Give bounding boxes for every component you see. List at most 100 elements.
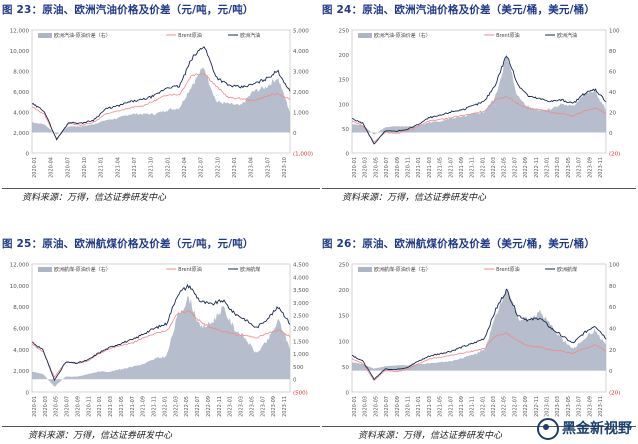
x-tick-label: 2023-11: [598, 157, 604, 178]
y-right-tick-label: 4,000: [293, 275, 309, 281]
panel-jetfuel-usd: 图 26：原油、欧洲航煤价格及价差（美元/桶，美元/桶） 0 50 100 150 20…: [322, 236, 636, 442]
source-divider: [2, 426, 320, 427]
y-left-tick-label: 100: [339, 339, 350, 345]
x-tick-label: 2022-05: [502, 157, 508, 178]
y-left-tick-label: 250: [339, 29, 350, 35]
source-divider: [2, 188, 320, 189]
x-tick-label: 2021-07: [448, 396, 454, 417]
y-left-tick-label: 50: [342, 127, 349, 133]
x-tick-label: 2020-07: [384, 157, 390, 178]
x-tick-label: 2020-09: [395, 396, 401, 417]
legend-label-spread: 欧洲航煤-原油价差（右）: [374, 266, 431, 273]
x-tick-label: 2022-07: [512, 157, 518, 178]
x-tick-label: 2022-01: [162, 396, 168, 417]
y-right-tick-label: 3,000: [293, 301, 309, 307]
y-right-tick-label: 0: [609, 131, 613, 137]
x-tick-label: 2020-11: [405, 157, 411, 178]
x-tick-label: 2022-05: [502, 396, 508, 417]
y-left-tick-label: 0: [346, 152, 350, 158]
x-tick-label: 2023-03: [555, 157, 561, 178]
figure-title: 图 25：原油、欧洲航煤价格及价差（元/吨，元/吨）: [2, 238, 254, 250]
x-tick-label: 2022-07: [195, 396, 201, 417]
x-tick-label: 2022-03: [173, 396, 179, 417]
x-tick-label: 2023-07: [260, 396, 266, 417]
y-left-tick-label: 0: [346, 391, 350, 397]
x-tick-label: 2023-11: [598, 396, 604, 417]
y-left-tick-label: 6,000: [13, 90, 29, 96]
x-tick-label: 2020-09: [75, 396, 81, 417]
x-tick-label: 2022-01: [165, 157, 171, 178]
x-tick-label: 2023-01: [228, 396, 234, 417]
watermark: 黑金新视野: [537, 418, 632, 440]
figure-title: 图 23：原油、欧洲汽油价格及价差（元/吨，元/吨）: [2, 4, 254, 16]
x-tick-label: 2020-07: [65, 157, 71, 178]
y-left-tick-label: 4,000: [13, 348, 29, 354]
legend-swatch-spread: [38, 267, 52, 272]
x-tick-label: 2020-04: [49, 157, 55, 178]
x-tick-label: 2023-03: [239, 396, 245, 417]
legend-label-product: 欧洲航煤: [557, 266, 577, 273]
chart: 0 50 100 150 200 250 (20) 0 20 40 60 80 100 2020-01 20…: [339, 263, 621, 417]
x-tick-label: 2021-10: [149, 157, 155, 178]
x-tick-label: 2023-09: [587, 396, 593, 417]
x-tick-label: 2023-10: [282, 157, 288, 178]
x-tick-label: 2020-01: [32, 396, 38, 417]
series-product-line: [31, 283, 291, 382]
x-tick-label: 2020-01: [32, 157, 38, 178]
y-left-tick-label: 12,000: [10, 263, 30, 269]
y-right-tick-label: 1,000: [293, 111, 309, 117]
x-tick-label: 2020-10: [82, 157, 88, 178]
legend-label-brent: Brent原油: [496, 266, 520, 273]
x-tick-label: 2021-01: [416, 396, 422, 417]
y-right-tick-label: 60: [609, 70, 616, 76]
x-tick-label: 2023-01: [545, 157, 551, 178]
plot-frame: [31, 263, 291, 393]
x-tick-label: 2020-07: [65, 396, 71, 417]
x-tick-label: 2022-09: [523, 396, 529, 417]
x-tick-label: 2021-03: [427, 157, 433, 178]
x-tick-label: 2020-07: [384, 396, 390, 417]
legend-label-brent: Brent原油: [496, 32, 520, 39]
x-tick-label: 2021-11: [152, 396, 158, 417]
x-tick-label: 2022-10: [215, 157, 221, 178]
source-note: 资料来源：万得，信达证券研发中心: [342, 193, 487, 203]
x-tick-label: 2022-11: [534, 396, 540, 417]
y-left-tick-label: 250: [339, 263, 350, 269]
x-tick-label: 2020-03: [363, 396, 369, 417]
y-left-tick-label: 10,000: [10, 49, 30, 55]
legend-label-spread: 欧洲汽油-原油价差（右）: [374, 32, 431, 39]
y-right-tick-label: 0: [293, 131, 297, 137]
y-right-tick-label: 0: [609, 369, 613, 375]
y-left-tick-label: 8,000: [13, 70, 29, 76]
x-tick-label: 2023-01: [232, 157, 238, 178]
y-left-tick-label: 200: [339, 288, 350, 294]
x-tick-label: 2020-01: [352, 157, 358, 178]
y-right-tick-label: 2,000: [293, 90, 309, 96]
x-tick-label: 2021-11: [470, 157, 476, 178]
y-left-tick-label: 0: [26, 391, 30, 397]
y-right-tick-label: 4,500: [293, 263, 309, 269]
chart: 0 2,000 4,000 6,000 8,000 10,000 12,000 (500) 0 5…: [10, 263, 309, 417]
legend-swatch-spread: [358, 267, 372, 272]
legend-label-product: 欧洲汽油: [557, 32, 577, 39]
x-tick-label: 2022-03: [491, 157, 497, 178]
x-tick-label: 2023-05: [566, 396, 572, 417]
figure-title: 图 24：原油、欧洲汽油价格及价差（美元/桶，美元/桶）: [322, 4, 596, 16]
x-tick-label: 2023-05: [249, 396, 255, 417]
x-tick-label: 2021-07: [132, 157, 138, 178]
chart: 0 50 100 150 200 250 (20) 0 20 40 60 80 100 2020-01 20…: [339, 29, 621, 178]
y-right-tick-label: (500): [293, 391, 308, 397]
x-tick-label: 2021-09: [141, 396, 147, 417]
y-right-tick-label: 80: [609, 284, 616, 290]
x-tick-label: 2023-04: [249, 157, 255, 178]
x-tick-label: 2022-09: [523, 157, 529, 178]
source-note: 资料来源：万得，信达证券研发中心: [22, 193, 167, 203]
x-tick-label: 2023-07: [577, 157, 583, 178]
source-note: 资料来源：万得，信达证券研发中心: [28, 431, 173, 441]
x-tick-label: 2022-03: [491, 396, 497, 417]
x-tick-label: 2023-07: [577, 396, 583, 417]
y-left-tick-label: 8,000: [13, 305, 29, 311]
y-left-tick-label: 6,000: [13, 327, 29, 333]
legend-swatch-spread: [38, 33, 52, 38]
x-tick-label: 2021-03: [108, 396, 114, 417]
